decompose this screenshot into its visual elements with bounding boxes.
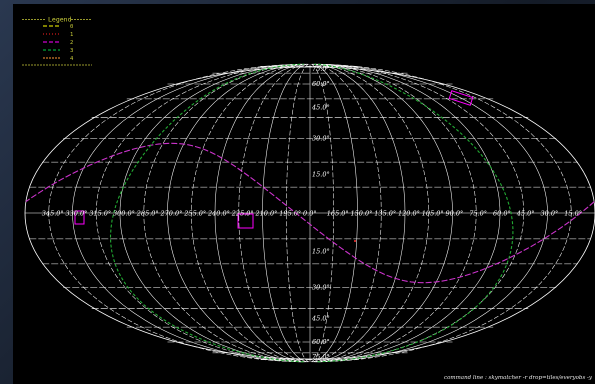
ecliptic-curve-west [109, 63, 304, 363]
ra-tick-labels: 345.0° 330.0° 315.0° 300.0° 285.0° 270.0° 255.… [42, 210, 582, 218]
dec-label: 45.0° [311, 314, 330, 322]
ra-label: 30.0° [541, 210, 559, 218]
dec-label: 30.0° [312, 284, 330, 292]
ra-label: 60.0° [493, 210, 511, 218]
reference-curves [25, 63, 595, 363]
ra-label: 165.0° [327, 210, 349, 218]
dec-label: 45.0° [311, 104, 330, 112]
ra-label: 195.0° [279, 210, 301, 218]
dec-label: 60.0° [312, 338, 330, 346]
survey-footprints [74, 90, 474, 242]
ra-label: 285.0° [136, 210, 159, 218]
ra-label: 120.0° [398, 210, 420, 218]
ra-label: 105.0° [422, 210, 444, 218]
ra-label: 300.0° [113, 210, 135, 218]
command-line-text: command line : skymatcher -r drop=tiles/… [443, 375, 592, 381]
coordinate-grid [24, 63, 595, 363]
legend-entries: 0 1 2 3 4 [43, 24, 74, 62]
dec-label: 15.0° [312, 248, 330, 256]
ra-label: 345.0° [42, 210, 64, 218]
ra-label: 15.0° [564, 210, 582, 218]
legend-label: 2 [70, 40, 73, 46]
footprint-box [74, 210, 85, 225]
footprint-box [237, 213, 254, 229]
ra-label: 0.0° [303, 210, 317, 218]
dec-label: 75.0° [312, 353, 330, 361]
marker-point [354, 240, 356, 242]
ra-label: 315.0° [89, 210, 111, 218]
ra-label: 330.0° [66, 210, 88, 218]
ra-label: 255.0° [183, 210, 206, 218]
sky-map-window: 345.0° 330.0° 315.0° 300.0° 285.0° 270.0° 255.… [13, 4, 595, 384]
meridian-line [96, 63, 303, 363]
galactic-plane-curve [25, 142, 595, 284]
dec-label: 60.0° [312, 80, 330, 88]
ra-label: 240.0° [207, 210, 230, 218]
legend-label: 3 [70, 48, 73, 54]
ra-label: 225.0° [231, 210, 254, 218]
legend-label: 4 [70, 56, 74, 62]
ra-label: 135.0° [374, 210, 396, 218]
ecliptic-curve-east [314, 63, 514, 363]
ra-label: 210.0° [255, 210, 278, 218]
ra-label: 90.0° [446, 210, 464, 218]
legend: Legend 0 1 2 3 4 [22, 16, 92, 66]
ra-label: 75.0° [469, 210, 487, 218]
aitoff-sky-map: 345.0° 330.0° 315.0° 300.0° 285.0° 270.0° 255.… [22, 16, 595, 363]
dec-tick-labels: 75.0° 60.0° 45.0° 30.0° 15.0° 15.0° 30.0° 45.0°… [311, 65, 330, 361]
dec-label: 75.0° [312, 65, 330, 73]
ra-label: 150.0° [351, 210, 373, 218]
legend-title: Legend [48, 16, 72, 24]
dec-label: 30.0° [312, 135, 330, 143]
meridian-line [310, 63, 335, 363]
legend-label: 0 [70, 24, 73, 30]
legend-label: 1 [70, 32, 73, 38]
ra-label: 270.0° [160, 210, 183, 218]
footprint-box [448, 90, 474, 106]
dec-label: 15.0° [312, 171, 330, 179]
meridian-line [286, 63, 310, 363]
ra-label: 45.0° [516, 210, 535, 218]
